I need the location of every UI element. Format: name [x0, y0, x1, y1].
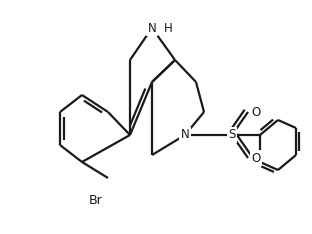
- Text: N: N: [148, 22, 156, 34]
- Text: S: S: [228, 128, 236, 142]
- Text: H: H: [163, 22, 172, 34]
- Text: Br: Br: [89, 194, 103, 206]
- Text: O: O: [251, 151, 261, 165]
- Text: N: N: [181, 128, 189, 142]
- Text: O: O: [251, 106, 261, 118]
